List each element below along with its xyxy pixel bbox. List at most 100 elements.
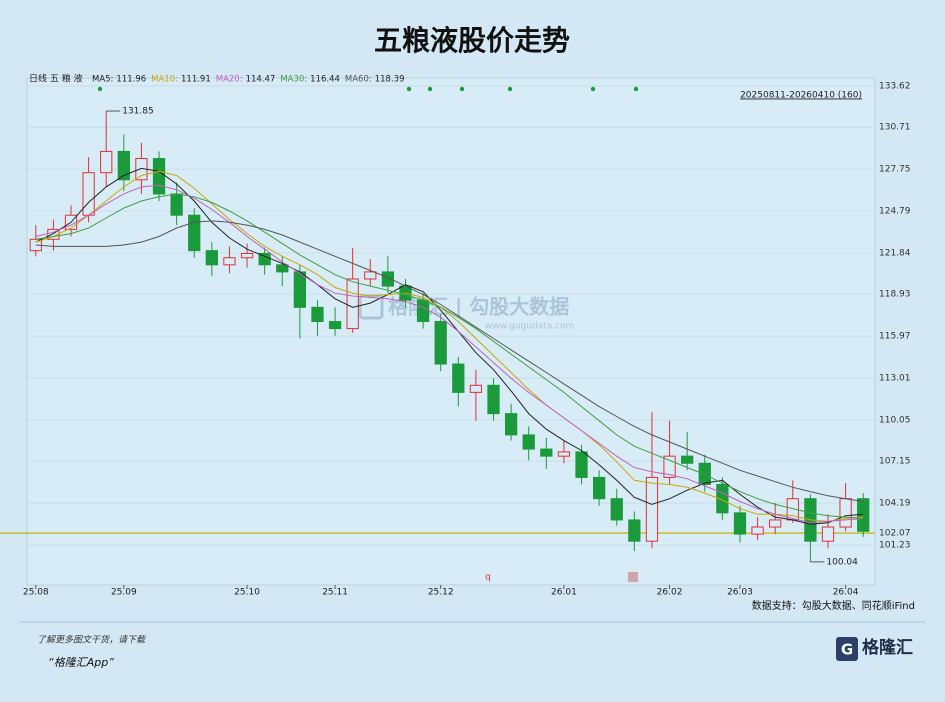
candle-body xyxy=(328,321,342,330)
x-tick-label: 25.11 xyxy=(322,588,348,598)
y-tick-label: 102.07 xyxy=(879,529,911,539)
legend-name: MA20: xyxy=(216,75,243,85)
x-tick-label: 25.12 xyxy=(428,588,454,598)
candle-body xyxy=(821,526,835,542)
candle-body xyxy=(751,526,764,535)
logo: 格隆汇 xyxy=(862,637,913,658)
y-tick-label: 133.62 xyxy=(879,81,911,91)
legend-value: 114.47 xyxy=(246,75,276,85)
legend-name: MA10: xyxy=(151,75,178,85)
ma-line xyxy=(35,184,864,524)
candle-body xyxy=(117,150,130,181)
chart-title: 五粮液股价走势 xyxy=(374,24,570,57)
candle-body xyxy=(540,448,553,457)
candle-body xyxy=(381,271,395,287)
candle-body xyxy=(258,252,271,266)
event-icon xyxy=(628,572,638,582)
candle-body xyxy=(663,455,676,478)
y-tick-label: 124.79 xyxy=(879,207,911,217)
candle-body xyxy=(205,250,218,266)
event-marker xyxy=(590,86,596,92)
event-marker xyxy=(427,86,433,92)
logo-icon-letter: G xyxy=(841,641,853,659)
candle-body xyxy=(628,519,641,542)
annotation: 100.04 xyxy=(826,557,858,567)
legend-value: 116.44 xyxy=(310,75,340,85)
footer-line1: 了解更多图文干货，请下载 xyxy=(37,635,146,646)
candle-body xyxy=(504,413,518,436)
candle-body xyxy=(610,498,623,521)
candle-body xyxy=(522,434,535,450)
legend-value: 111.96 xyxy=(116,75,146,85)
candle-body xyxy=(47,228,60,240)
annotation: 131.85 xyxy=(122,107,154,117)
event-marker xyxy=(459,86,465,92)
event-marker xyxy=(633,86,639,92)
y-tick-label: 130.71 xyxy=(879,123,911,133)
ma-line xyxy=(35,220,864,502)
candle-body xyxy=(293,271,306,308)
x-tick-label: 26.02 xyxy=(657,588,683,598)
event-marker xyxy=(406,86,412,92)
candle-body xyxy=(716,484,729,514)
event-marker xyxy=(507,86,513,92)
candle-body xyxy=(469,384,483,393)
candle-body xyxy=(240,252,254,259)
candle-body xyxy=(487,384,500,415)
candle-body xyxy=(839,498,852,528)
y-tick-label: 121.84 xyxy=(879,248,911,258)
legend-name: MA30: xyxy=(280,75,307,85)
event-marker xyxy=(97,86,103,92)
candle-body xyxy=(416,299,430,323)
x-tick-label: 25.09 xyxy=(111,588,137,598)
candle-body xyxy=(645,476,659,542)
ma-line xyxy=(35,193,864,519)
candle-body xyxy=(593,476,606,500)
candle-body xyxy=(152,158,166,195)
y-tick-label: 104.19 xyxy=(879,499,911,509)
header: 日线 五 粮 液 xyxy=(29,73,83,85)
legend-name: MA60: xyxy=(345,75,372,85)
candle-body xyxy=(346,278,359,330)
candle-body xyxy=(170,193,183,216)
candle-body xyxy=(188,214,201,252)
ma-line xyxy=(35,167,864,525)
y-tick-label: 101.23 xyxy=(879,541,911,551)
x-tick-label: 25.10 xyxy=(234,588,260,598)
candle-body xyxy=(452,363,465,393)
source: 数据支持：勾股大数据、同花顺iFind xyxy=(752,599,915,612)
candle-body xyxy=(557,451,571,457)
y-tick-label: 127.75 xyxy=(879,165,911,175)
legend-value: 111.91 xyxy=(181,75,211,85)
candle-body xyxy=(575,451,588,478)
candle-body xyxy=(311,306,324,323)
candle-body xyxy=(769,519,782,528)
candle-body xyxy=(681,455,694,464)
footer-line2: “格隆汇App” xyxy=(48,656,114,669)
candle-body xyxy=(434,321,447,365)
candle-body xyxy=(733,512,747,535)
candle-body xyxy=(698,462,711,486)
event-label: q xyxy=(485,573,491,583)
y-tick-label: 110.05 xyxy=(879,416,911,426)
ma-line xyxy=(35,170,864,522)
legend-value: 118.39 xyxy=(375,75,405,85)
candle-body xyxy=(100,150,113,174)
logo-icon xyxy=(836,637,858,661)
legend-name: MA5: xyxy=(92,75,113,85)
y-tick-label: 118.93 xyxy=(879,290,911,300)
candle-body xyxy=(364,271,377,280)
range-label: 20250811-20260410 (160) xyxy=(740,91,862,101)
x-tick-label: 26.03 xyxy=(727,588,753,598)
y-tick-label: 113.01 xyxy=(879,374,911,384)
event-markers xyxy=(97,86,639,92)
y-tick-label: 115.97 xyxy=(879,332,911,342)
y-tick-label: 107.15 xyxy=(879,457,911,467)
x-tick-label: 26.04 xyxy=(833,588,859,598)
x-tick-label: 25.08 xyxy=(23,588,49,598)
candle-body xyxy=(223,257,236,266)
plot-area xyxy=(26,77,876,586)
x-tick-label: 26.01 xyxy=(551,588,577,598)
